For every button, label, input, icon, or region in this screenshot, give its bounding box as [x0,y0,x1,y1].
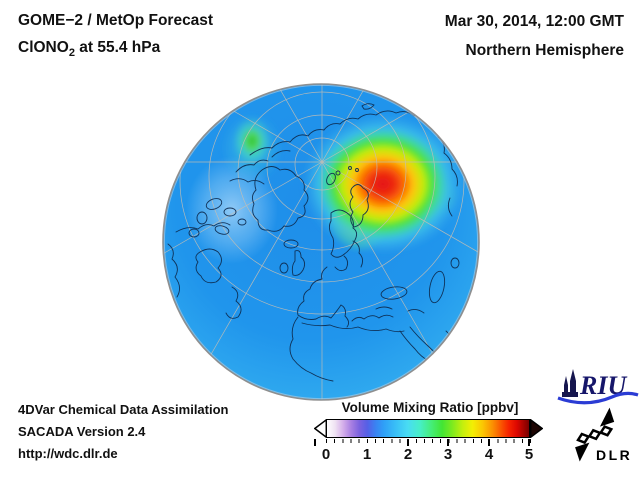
riu-logo: RIU [557,369,639,405]
colorbar-minor-ticks [326,439,531,443]
colorbar-title: Volume Mixing Ratio [ppbv] [341,400,519,415]
bering-enhancement [233,117,271,165]
assimilation-label: 4DVar Chemical Data Assimilation [18,402,229,417]
version-label: SACADA Version 2.4 [18,424,146,439]
coast-north-america [167,222,242,319]
colorbar-tick-label: 1 [362,446,372,463]
colorbar-bar [314,419,546,438]
colorbar-tick-label: 3 [443,446,453,463]
globe-limb [162,83,480,401]
coast-iceland [283,239,299,249]
coast-british-isles [291,250,306,276]
graticule [163,84,479,400]
riu-swoosh [557,391,639,405]
product-title: GOME−2 / MetOp Forecast [18,12,214,29]
globe-limb-inner [163,84,479,400]
species-subscript: 2 [68,47,75,60]
species-and-level: ClONO2 at 55.4 hPa [18,39,160,59]
website-url: http://wdc.dlr.de [18,446,118,461]
dlr-logo-text: DLR [596,447,632,463]
hemisphere-label: Northern Hemisphere [465,42,624,59]
colorbar-overflow-arrow [530,419,543,438]
coast-wrangel-island [361,103,375,110]
colorbar-tick-label: 5 [524,446,534,463]
coast-inland-seas [380,257,460,304]
coast-novaya-zemlya [349,184,369,228]
colorbar-major-tick [314,439,316,446]
pressure-level: at 55.4 hPa [74,39,161,56]
dlr-star-icon [575,407,615,462]
coast-canadian-archipelago [188,198,247,238]
dlr-logo: DLR [575,407,632,463]
coastlines [167,103,460,382]
colorbar-tick-label: 2 [403,446,413,463]
colorbar-tick-label: 0 [321,446,331,463]
coast-ob-gulf [447,197,453,217]
coast-bering [229,150,291,185]
species-name: ClONO [18,39,69,56]
siberia-main-hotspot [302,114,464,254]
colorbar-tick-label: 4 [484,446,494,463]
coast-scandinavia [328,209,364,272]
coast-europe [297,266,425,328]
forecast-datetime: Mar 30, 2014, 12:00 GMT [444,13,624,30]
coast-siberia [249,110,458,187]
coast-ireland [279,262,289,274]
colorbar: Volume Mixing Ratio [ppbv] 0 1 2 3 4 5 [314,400,546,464]
colorbar-gradient [326,419,530,438]
coast-greenland [251,166,309,232]
riu-cathedral-icon [562,369,578,397]
coast-svalbard [326,166,359,186]
coast-north-africa [289,316,405,382]
